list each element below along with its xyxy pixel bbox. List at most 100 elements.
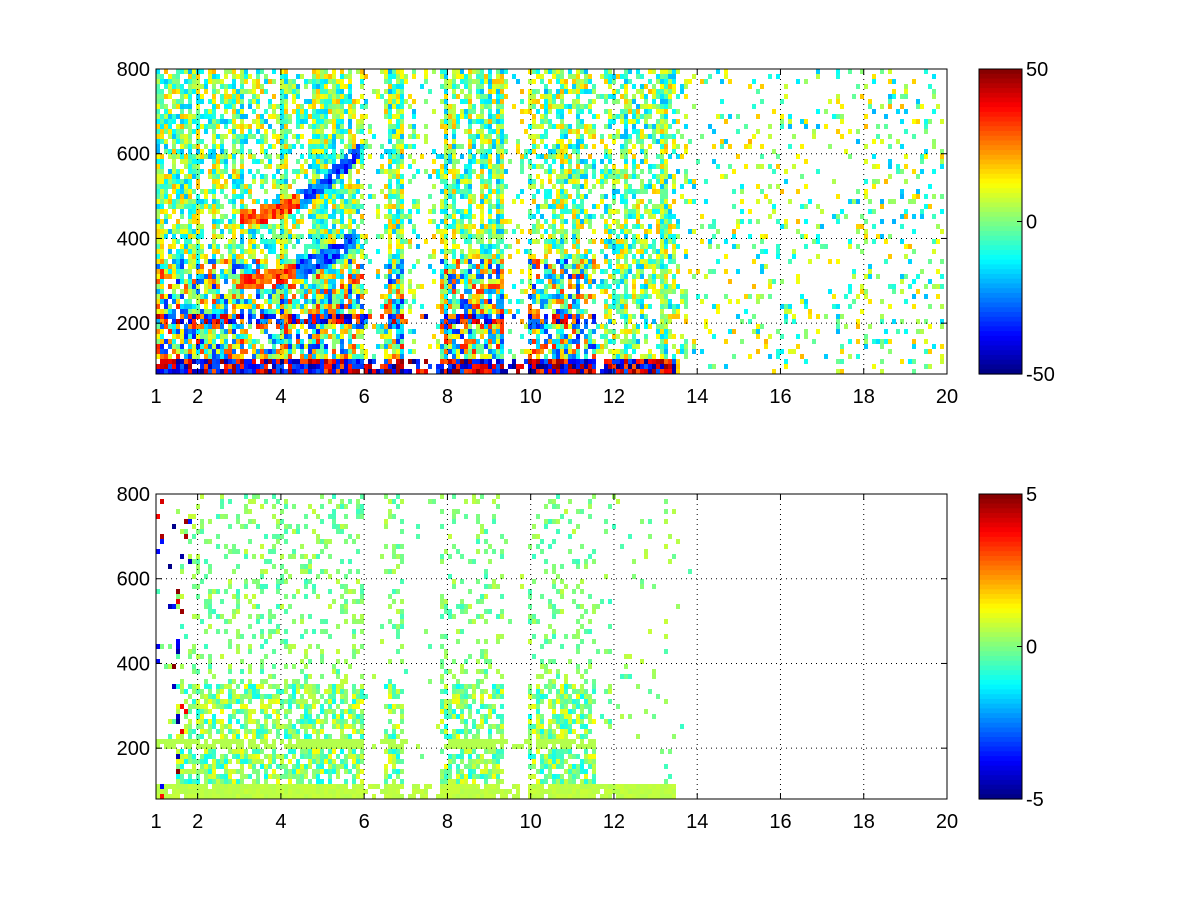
heatmap-cell: [316, 204, 320, 209]
heatmap-cell: [384, 184, 388, 189]
heatmap-cell: [304, 109, 308, 114]
heatmap-cell: [428, 219, 432, 224]
heatmap-cell: [632, 279, 636, 284]
heatmap-cell: [232, 159, 236, 164]
heatmap-cell: [580, 134, 584, 139]
heatmap-cell: [584, 324, 588, 329]
heatmap-cell: [576, 329, 580, 334]
heatmap-cell: [172, 154, 176, 159]
heatmap-cell: [196, 284, 200, 289]
heatmap-cell: [308, 309, 312, 314]
heatmap-cell: [480, 179, 484, 184]
heatmap-cell: [540, 294, 544, 299]
heatmap-cell: [276, 279, 280, 284]
heatmap-cell: [336, 94, 340, 99]
heatmap-cell: [348, 349, 352, 354]
heatmap-cell: [156, 179, 160, 184]
heatmap-cell: [300, 254, 304, 259]
heatmap-cell: [576, 324, 580, 329]
heatmap-cell: [584, 269, 588, 274]
heatmap-cell: [540, 299, 544, 304]
heatmap-cell: [496, 254, 500, 259]
heatmap-cell: [196, 99, 200, 104]
heatmap-cell: [220, 304, 224, 309]
heatmap-cell: [252, 349, 256, 354]
heatmap-cell: [256, 104, 260, 109]
heatmap-cell: [196, 124, 200, 129]
heatmap-cell: [460, 274, 464, 279]
heatmap-cell: [516, 194, 520, 199]
heatmap-cell: [256, 114, 260, 119]
heatmap-cell: [308, 354, 312, 359]
heatmap-cell: [624, 234, 628, 239]
heatmap-cell: [256, 84, 260, 89]
heatmap-cell: [212, 149, 216, 154]
heatmap-cell: [628, 214, 632, 219]
heatmap-cell: [240, 139, 244, 144]
heatmap-cell: [564, 154, 568, 159]
heatmap-cell: [364, 104, 368, 109]
heatmap-cell: [632, 339, 636, 344]
heatmap-cell: [292, 194, 296, 199]
heatmap-cell: [556, 344, 560, 349]
heatmap-cell: [260, 134, 264, 139]
heatmap-cell: [456, 274, 460, 279]
heatmap-cell: [632, 344, 636, 349]
heatmap-cell: [460, 174, 464, 179]
heatmap-cell: [452, 159, 456, 164]
heatmap-cell: [552, 234, 556, 239]
heatmap-cell: [356, 144, 360, 149]
heatmap-cell: [564, 269, 568, 274]
heatmap-cell: [400, 319, 404, 324]
heatmap-cell: [344, 199, 348, 204]
heatmap-cell: [576, 144, 580, 149]
heatmap-cell: [424, 124, 428, 129]
heatmap-cell: [328, 274, 332, 279]
heatmap-cell: [356, 184, 360, 189]
heatmap-cell: [332, 149, 336, 154]
heatmap-cell: [244, 69, 248, 74]
heatmap-cell: [444, 344, 448, 349]
heatmap-cell: [452, 234, 456, 239]
heatmap-cell: [452, 309, 456, 314]
heatmap-cell: [452, 139, 456, 144]
heatmap-cell: [184, 174, 188, 179]
heatmap-cell: [212, 229, 216, 234]
heatmap-cell: [216, 294, 220, 299]
heatmap-cell: [448, 284, 452, 289]
heatmap-cell: [460, 99, 464, 104]
heatmap-cell: [352, 209, 356, 214]
heatmap-cell: [300, 219, 304, 224]
heatmap-cell: [216, 234, 220, 239]
heatmap-cell: [240, 219, 244, 224]
heatmap-cell: [500, 239, 504, 244]
heatmap-cell: [228, 369, 232, 374]
heatmap-cell: [496, 274, 500, 279]
heatmap-cell: [440, 269, 444, 274]
heatmap-cell: [556, 349, 560, 354]
heatmap-cell: [476, 129, 480, 134]
heatmap-cell: [292, 264, 296, 269]
heatmap-cell: [448, 314, 452, 319]
heatmap-cell: [432, 209, 436, 214]
heatmap-cell: [324, 334, 328, 339]
heatmap-cell: [648, 124, 652, 129]
heatmap-cell: [224, 184, 228, 189]
heatmap-cell: [220, 134, 224, 139]
heatmap-cell: [292, 134, 296, 139]
heatmap-cell: [608, 349, 612, 354]
heatmap-cell: [544, 294, 548, 299]
heatmap-cell: [544, 324, 548, 329]
heatmap-cell: [176, 279, 180, 284]
heatmap-cell: [276, 369, 280, 374]
heatmap-cell: [464, 344, 468, 349]
heatmap-cell: [336, 89, 340, 94]
heatmap-cell: [304, 294, 308, 299]
heatmap-cell: [544, 94, 548, 99]
heatmap-cell: [620, 304, 624, 309]
heatmap-cell: [388, 209, 392, 214]
heatmap-cell: [536, 189, 540, 194]
heatmap-cell: [380, 94, 384, 99]
heatmap-cell: [628, 294, 632, 299]
heatmap-cell: [348, 184, 352, 189]
